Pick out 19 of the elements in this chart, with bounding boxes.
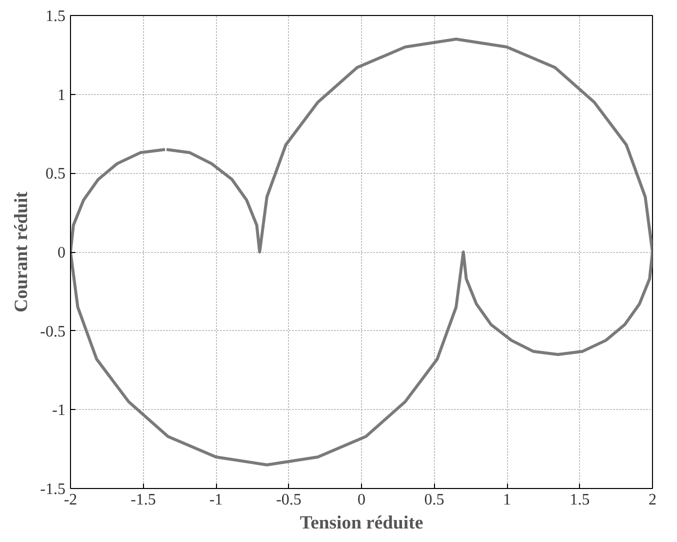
x-tick-label: -1	[209, 492, 223, 508]
y-tick-label: 0	[58, 244, 66, 262]
line-series	[70, 38, 652, 466]
y-tick-label: -1.5	[40, 481, 66, 498]
y-tick-label: -0.5	[40, 323, 66, 340]
x-tick-label: 1	[503, 492, 511, 508]
x-tick-label: 1.5	[570, 492, 590, 508]
x-tick-label: 2	[648, 492, 656, 508]
y-tick-label: 1.5	[46, 8, 66, 25]
x-tick-label: -2	[64, 492, 78, 508]
y-tick-label: -1	[52, 402, 66, 420]
x-axis-title: Tension réduite	[300, 512, 424, 534]
x-tick-label: -1.5	[130, 492, 156, 508]
x-tick-label: 0.5	[424, 492, 444, 508]
x-tick-label: -0.5	[276, 492, 302, 508]
y-tick-label: 0.5	[46, 166, 66, 183]
y-axis-title: Courant réduit	[11, 190, 32, 312]
y-tick-label: 1	[58, 86, 66, 104]
x-tick-label: 0	[358, 492, 366, 508]
